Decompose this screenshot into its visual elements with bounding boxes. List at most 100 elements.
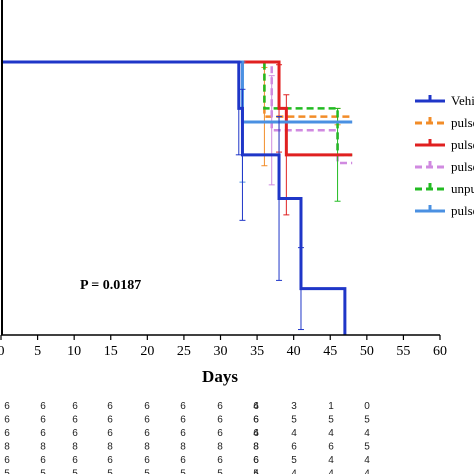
legend-label: unpu xyxy=(451,181,474,196)
legend-item: unpu xyxy=(415,181,474,196)
x-tick-label: 10 xyxy=(67,344,81,359)
risk-cell: 4 xyxy=(364,455,370,466)
series-line xyxy=(1,60,347,335)
risk-cell: 6 xyxy=(4,415,10,426)
risk-cell: 6 xyxy=(144,428,150,439)
risk-cell: 8 xyxy=(217,442,223,453)
axes: 0 5 10 15 20 25 30 35 40 45 50 55 60 xyxy=(0,0,447,359)
risk-cell: 5 xyxy=(4,469,10,474)
x-axis-title: Days xyxy=(202,367,238,386)
risk-cell: 8 xyxy=(253,442,259,453)
risk-cell: 6 xyxy=(328,442,334,453)
legend-label: pulse xyxy=(451,115,474,130)
risk-cell: 5 xyxy=(40,469,46,474)
risk-cell: 5 xyxy=(364,442,370,453)
risk-cell: 6 xyxy=(180,401,186,412)
risk-cell: 5 xyxy=(291,455,297,466)
risk-table: 6 6 6 6 6 6 6 64 3 1 06 6 6 6 6 6 6 66 5 5 56 6 6 6 6 6 6 64 4 4 48 8 8 8… xyxy=(4,401,370,474)
x-tick-label: 55 xyxy=(396,344,410,359)
risk-cell: 5 xyxy=(107,469,113,474)
risk-cell: 5 xyxy=(144,469,150,474)
risk-cell: 6 xyxy=(72,455,78,466)
risk-cell: 6 xyxy=(4,455,10,466)
risk-cell: 4 xyxy=(291,469,297,474)
risk-cell: 6 xyxy=(40,428,46,439)
risk-cell: 5 xyxy=(217,469,223,474)
x-tick-label: 15 xyxy=(104,344,118,359)
risk-cell: 6 xyxy=(107,428,113,439)
risk-cell: 4 xyxy=(253,401,259,412)
risk-cell: 6 xyxy=(72,428,78,439)
risk-cell: 6 xyxy=(253,455,259,466)
risk-cell: 6 xyxy=(217,401,223,412)
risk-cell: 4 xyxy=(253,428,259,439)
risk-cell: 6 xyxy=(40,415,46,426)
risk-cell: 5 xyxy=(328,415,334,426)
risk-cell: 6 xyxy=(144,455,150,466)
legend-label: pulse xyxy=(451,159,474,174)
risk-cell: 6 xyxy=(72,415,78,426)
risk-cell: 5 xyxy=(253,469,259,474)
risk-cell: 6 xyxy=(144,415,150,426)
risk-cell: 6 xyxy=(253,415,259,426)
legend-item: pulse xyxy=(415,115,474,130)
risk-cell: 5 xyxy=(180,469,186,474)
risk-cell: 6 xyxy=(180,428,186,439)
risk-cell: 6 xyxy=(107,455,113,466)
legend-item: pulse xyxy=(415,203,474,218)
risk-cell: 6 xyxy=(40,401,46,412)
risk-cell: 8 xyxy=(144,442,150,453)
risk-cell: 6 xyxy=(291,442,297,453)
risk-cell: 4 xyxy=(291,428,297,439)
risk-cell: 4 xyxy=(328,455,334,466)
x-tick-label: 5 xyxy=(34,344,41,359)
x-tick-label: 50 xyxy=(360,344,374,359)
risk-cell: 6 xyxy=(180,415,186,426)
risk-cell: 6 xyxy=(253,428,259,439)
series-1 xyxy=(1,60,353,167)
risk-cell: 6 xyxy=(253,455,259,466)
risk-cell: 5 xyxy=(364,415,370,426)
x-tick-label: 35 xyxy=(250,344,264,359)
risk-cell: 5 xyxy=(291,415,297,426)
risk-cell: 0 xyxy=(364,401,370,412)
x-tick-label: 60 xyxy=(433,344,447,359)
risk-cell: 4 xyxy=(364,469,370,474)
risk-cell: 6 xyxy=(40,455,46,466)
legend-item: Vehi xyxy=(415,93,474,108)
risk-cell: 8 xyxy=(72,442,78,453)
series-line xyxy=(1,60,353,124)
x-tick-label: 45 xyxy=(323,344,337,359)
x-tick-label: 25 xyxy=(177,344,191,359)
x-tick-label: 30 xyxy=(214,344,228,359)
series-line xyxy=(1,60,353,157)
legend-item: pulse xyxy=(415,159,474,174)
x-tick-label: 40 xyxy=(287,344,301,359)
legend-label: Vehi xyxy=(451,93,474,108)
legend-label: pulse xyxy=(451,203,474,218)
risk-cell: 5 xyxy=(72,469,78,474)
risk-cell: 6 xyxy=(217,415,223,426)
risk-cell: 8 xyxy=(253,442,259,453)
x-tick-label: 0 xyxy=(0,344,5,359)
series-layer xyxy=(1,60,353,335)
risk-cell: 6 xyxy=(253,415,259,426)
legend-item: pulse xyxy=(415,137,474,152)
risk-cell: 8 xyxy=(4,442,10,453)
risk-cell: 6 xyxy=(253,401,259,412)
risk-cell: 6 xyxy=(180,455,186,466)
risk-cell: 6 xyxy=(72,401,78,412)
risk-cell: 8 xyxy=(40,442,46,453)
risk-cell: 6 xyxy=(4,428,10,439)
series-0 xyxy=(1,60,347,335)
risk-cell: 6 xyxy=(144,401,150,412)
risk-cell: 8 xyxy=(180,442,186,453)
risk-cell: 6 xyxy=(217,455,223,466)
risk-cell: 4 xyxy=(364,428,370,439)
series-5 xyxy=(1,60,353,183)
legend-label: pulse xyxy=(451,137,474,152)
series-line xyxy=(1,60,353,165)
risk-cell: 1 xyxy=(328,401,334,412)
risk-cell: 4 xyxy=(328,428,334,439)
series-4 xyxy=(1,60,353,202)
